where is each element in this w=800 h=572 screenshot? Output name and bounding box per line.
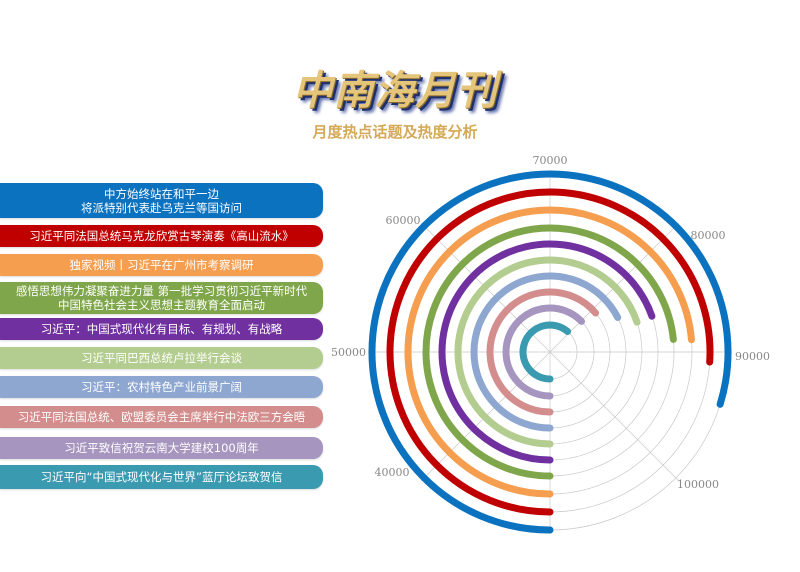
- topic-label-text: 中方始终站在和平一边 将派特别代表赴乌克兰等国访问: [81, 186, 242, 215]
- topic-label-text: 习近平致信祝贺云南大学建校100周年: [64, 441, 259, 455]
- tick-label: 60000: [386, 214, 421, 227]
- topic-label-text: 习近平同法国总统马克龙欣赏古琴演奏《高山流水》: [29, 229, 294, 243]
- bar-arc-8: [486, 288, 600, 416]
- topic-label-9: 习近平致信祝贺云南大学建校100周年: [0, 437, 323, 459]
- chart-subtitle: 月度热点话题及热度分析: [312, 123, 478, 141]
- bar-arc-3: [404, 206, 695, 498]
- tick-label: 50000: [331, 346, 366, 359]
- topic-label-text: 习近平同巴西总统卢拉举行会谈: [81, 351, 242, 365]
- topic-label-7: 习近平：农村特色产业前景广阔: [0, 376, 323, 398]
- tick-label: 100000: [677, 478, 719, 491]
- bar-arc-6: [454, 256, 641, 448]
- topic-label-text: 独家视频丨习近平在广州市考察调研: [69, 258, 254, 272]
- tick-label: 40000: [375, 466, 410, 479]
- tick-label: 80000: [691, 229, 726, 242]
- topic-label-1: 中方始终站在和平一边 将派特别代表赴乌克兰等国访问: [0, 183, 323, 218]
- topic-label-4: 感悟思想伟力凝聚奋进力量 第一批学习贯彻习近平新时代 中国特色社会主义思想主题教…: [0, 282, 323, 314]
- topic-label-10: 习近平向“中国式现代化与世界”蓝厅论坛致贺信: [0, 465, 323, 489]
- bar-arc-2: [386, 188, 714, 516]
- topic-label-6: 习近平同巴西总统卢拉举行会谈: [0, 347, 323, 369]
- bar-arc-4: [422, 224, 677, 480]
- grid-spoke: [549, 351, 679, 481]
- tick-label: 90000: [735, 350, 770, 363]
- topic-label-text: 习近平向“中国式现代化与世界”蓝厅论坛致贺信: [40, 470, 283, 484]
- brand-title: 中南海月刊: [292, 68, 498, 114]
- tick-label: 70000: [533, 154, 568, 167]
- bar-arc-9: [502, 304, 586, 400]
- topic-label-text: 习近平：中国式现代化有目标、有规划、有战略: [40, 322, 283, 336]
- topic-label-2: 习近平同法国总统马克龙欣赏古琴演奏《高山流水》: [0, 225, 323, 247]
- bar-arc-1: [368, 170, 732, 534]
- bar-arc-7: [470, 272, 622, 432]
- topic-label-8: 习近平同法国总统、欧盟委员会主席举行中法欧三方会晤: [0, 406, 323, 428]
- topic-label-5: 习近平：中国式现代化有目标、有规划、有战略: [0, 318, 323, 340]
- bar-arc-10: [519, 321, 572, 383]
- topic-label-text: 习近平：农村特色产业前景广阔: [81, 380, 242, 394]
- topic-label-text: 习近平同法国总统、欧盟委员会主席举行中法欧三方会晤: [17, 410, 306, 424]
- bar-arc-5: [438, 240, 656, 464]
- topic-label-text: 感悟思想伟力凝聚奋进力量 第一批学习贯彻习近平新时代 中国特色社会主义思想主题教…: [15, 284, 308, 312]
- topic-label-3: 独家视频丨习近平在广州市考察调研: [0, 254, 323, 276]
